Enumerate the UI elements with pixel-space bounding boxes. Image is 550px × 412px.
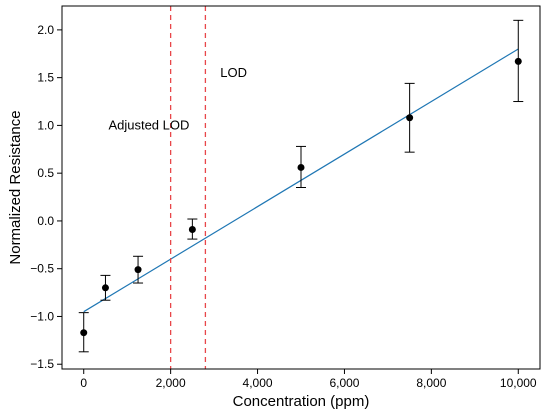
data-point bbox=[188, 226, 196, 234]
data-point-group bbox=[513, 19, 524, 103]
y-tick-label: −1.0 bbox=[30, 309, 54, 323]
axes-layer: 0 2,000 4,000 6,000 8,000 10,000 −1.5 −1.0 −0.5 0… bbox=[30, 5, 541, 390]
y-tick-label: 2.0 bbox=[37, 23, 54, 37]
data-point bbox=[134, 266, 142, 274]
y-tick-label: 0.0 bbox=[37, 214, 54, 228]
data-point bbox=[514, 57, 522, 65]
y-tick-label: 1.0 bbox=[37, 118, 54, 132]
data-point-group bbox=[78, 312, 89, 353]
y-axis-title: Normalized Resistance bbox=[7, 110, 24, 264]
x-tick-label: 8,000 bbox=[416, 376, 446, 390]
data-point-group bbox=[296, 145, 306, 188]
data-point bbox=[297, 163, 305, 171]
data-point bbox=[406, 114, 414, 122]
plot-frame bbox=[61, 5, 541, 370]
data-point-group bbox=[187, 218, 198, 240]
data-point bbox=[101, 284, 109, 292]
lod-line-label: Adjusted LOD bbox=[108, 117, 189, 132]
y-tick-label: −1.5 bbox=[30, 357, 54, 371]
x-tick-label: 4,000 bbox=[243, 376, 273, 390]
y-tick-label: 0.5 bbox=[37, 166, 54, 180]
data-point-group bbox=[404, 82, 415, 153]
x-tick-label: 0 bbox=[80, 376, 87, 390]
y-tick-label: 1.5 bbox=[37, 71, 54, 85]
data-point-group bbox=[133, 255, 144, 284]
lod-line-label: LOD bbox=[220, 65, 247, 80]
y-tick-label: −0.5 bbox=[30, 262, 54, 276]
lod-lines-layer: Adjusted LOD LOD bbox=[108, 6, 247, 369]
x-tick-label: 10,000 bbox=[500, 376, 537, 390]
x-axis-title: Concentration (ppm) bbox=[233, 393, 370, 410]
data-point-group bbox=[100, 274, 111, 301]
data-points-layer bbox=[78, 19, 524, 353]
data-point bbox=[80, 329, 88, 337]
x-tick-label: 6,000 bbox=[329, 376, 359, 390]
x-tick-label: 2,000 bbox=[156, 376, 186, 390]
